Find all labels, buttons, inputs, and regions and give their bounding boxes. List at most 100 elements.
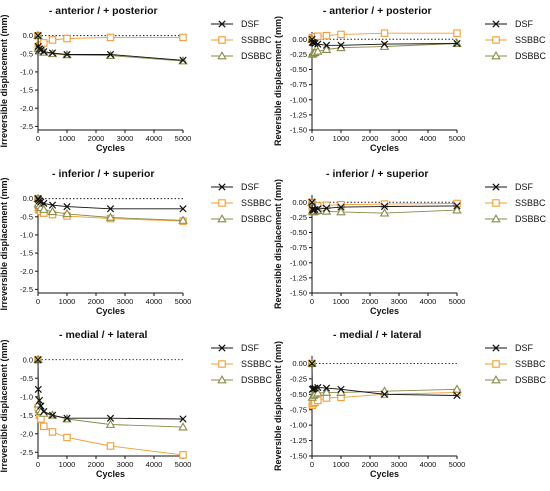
series-dsf [34, 32, 187, 64]
data-point-dsbbc [452, 205, 462, 214]
series-line-dsf [37, 198, 183, 210]
data-point-dsbbc [321, 387, 332, 396]
legend-marker-dsbbc [217, 51, 227, 60]
x-tick-label: 5000 [449, 460, 466, 469]
data-point-dsf [40, 199, 48, 207]
y-tick-label: -2.0 [20, 104, 33, 113]
data-point-ssbbc [63, 34, 71, 43]
x-tick-label: 3000 [391, 134, 408, 143]
x-tick-label: 0 [310, 460, 314, 469]
data-point-ssbbc [453, 29, 461, 37]
data-point-dsf [322, 384, 331, 392]
y-tick-label: -1.5 [20, 249, 33, 258]
legend-marker-dsf [492, 344, 500, 352]
data-point-dsf [48, 201, 57, 209]
legend-item-dsbbc: DSBBC [211, 51, 273, 61]
y-axis-label: Irreversible displacement (mm) [0, 339, 9, 472]
legend-marker-dsf [492, 183, 500, 191]
series-dsf [308, 359, 461, 400]
data-point-dsf [337, 385, 345, 393]
x-tick-label: 5000 [449, 297, 466, 306]
x-tick-label: 5000 [175, 297, 192, 306]
data-point-dsf [106, 205, 115, 213]
series-dsf [308, 198, 461, 214]
x-tick-label: 3000 [117, 134, 134, 143]
data-point-dsf [453, 202, 461, 210]
x-tick-label: 1000 [59, 460, 76, 469]
x-tick-label: 4000 [420, 460, 437, 469]
data-point-ssbbc [322, 31, 331, 40]
legend-marker-dsbbc [217, 214, 227, 223]
data-point-dsf [380, 390, 389, 398]
legend-marker-ssbbc [492, 36, 500, 44]
x-tick-label: 2000 [362, 134, 379, 143]
legend-item-dsbbc: DSBBC [211, 375, 273, 385]
x-tick-label: 4000 [146, 134, 163, 143]
y-tick-label: -1.25 [290, 110, 307, 119]
x-axis-label: Cycles [370, 143, 399, 153]
legend-label: DSBBC [241, 375, 273, 385]
x-tick-label: 2000 [88, 460, 105, 469]
data-point-dsf [314, 383, 322, 392]
data-point-dsf [37, 402, 45, 410]
series-dsf [308, 35, 461, 49]
legend-label: SSBBC [515, 359, 546, 369]
legend-item-dsbbc: DSBBC [485, 51, 547, 61]
y-tick-label: -1.5 [20, 411, 33, 420]
data-point-dsf [314, 205, 322, 213]
series-ssbbc [308, 29, 461, 44]
y-tick-label: -1.0 [20, 68, 33, 77]
x-tick-label: 0 [310, 297, 314, 306]
y-axis-label: Reversible displacement (mm) [273, 179, 283, 309]
legend-label: SSBBC [515, 198, 546, 208]
chart-title: - inferior / + superior [52, 168, 154, 180]
legend-item-dsf: DSF [211, 182, 260, 192]
series-line-ssbbc [37, 359, 184, 456]
data-point-ssbbc [380, 29, 389, 37]
y-axis-label: Irreversible displacement (mm) [0, 177, 9, 310]
chart-panel-5: - medial / + lateral 0.0 -0.5 -1.0 -1.5 -2.0 -… [0, 329, 273, 479]
legend-marker-ssbbc [218, 360, 226, 368]
data-point-dsf [337, 203, 345, 211]
data-point-dsf [34, 32, 42, 40]
legend-item-dsf: DSF [485, 19, 534, 29]
x-tick-label: 2000 [88, 134, 105, 143]
data-point-dsf [40, 47, 48, 56]
x-tick-label: 2000 [88, 297, 105, 306]
y-tick-label: -1.50 [290, 126, 307, 135]
y-tick-label: -0.75 [290, 405, 307, 414]
legend-marker-dsf [218, 183, 226, 191]
x-tick-label: 4000 [146, 460, 163, 469]
data-point-dsf [179, 56, 187, 64]
legend-marker-dsbbc [491, 375, 501, 384]
y-axis-label: Reversible displacement (mm) [273, 16, 283, 146]
data-point-ssbbc [106, 33, 115, 42]
y-axis-label: Irreversible displacement (mm) [0, 14, 9, 147]
series-dsf [34, 195, 187, 213]
y-tick-label: -1.25 [290, 436, 307, 445]
legend-label: DSF [241, 343, 260, 353]
x-tick-label: 0 [36, 134, 40, 143]
data-point-dsf [106, 50, 115, 59]
legend-marker-dsf [218, 20, 226, 28]
y-tick-label: -1.0 [20, 392, 33, 401]
y-tick-label: -2.5 [20, 122, 33, 131]
x-axis-label: Cycles [96, 143, 125, 153]
y-tick-label: -1.00 [290, 258, 307, 267]
x-tick-label: 2000 [362, 297, 379, 306]
x-axis-label: Cycles [370, 469, 399, 479]
data-point-dsbbc [105, 212, 116, 221]
y-tick-label: -0.25 [290, 374, 307, 383]
legend-item-dsf: DSF [211, 343, 260, 353]
legend-item-dsbbc: DSBBC [485, 375, 547, 385]
legend-item-dsbbc: DSBBC [211, 214, 273, 224]
series-line-dsf [37, 359, 184, 420]
data-point-dsbbc [47, 206, 58, 216]
y-tick-label: -1.50 [290, 452, 307, 461]
x-tick-label: 3000 [117, 297, 134, 306]
legend-item-dsf: DSF [211, 19, 260, 29]
data-point-dsf [34, 356, 42, 364]
y-tick-label: -2.0 [20, 429, 33, 438]
legend-label: DSF [241, 182, 260, 192]
